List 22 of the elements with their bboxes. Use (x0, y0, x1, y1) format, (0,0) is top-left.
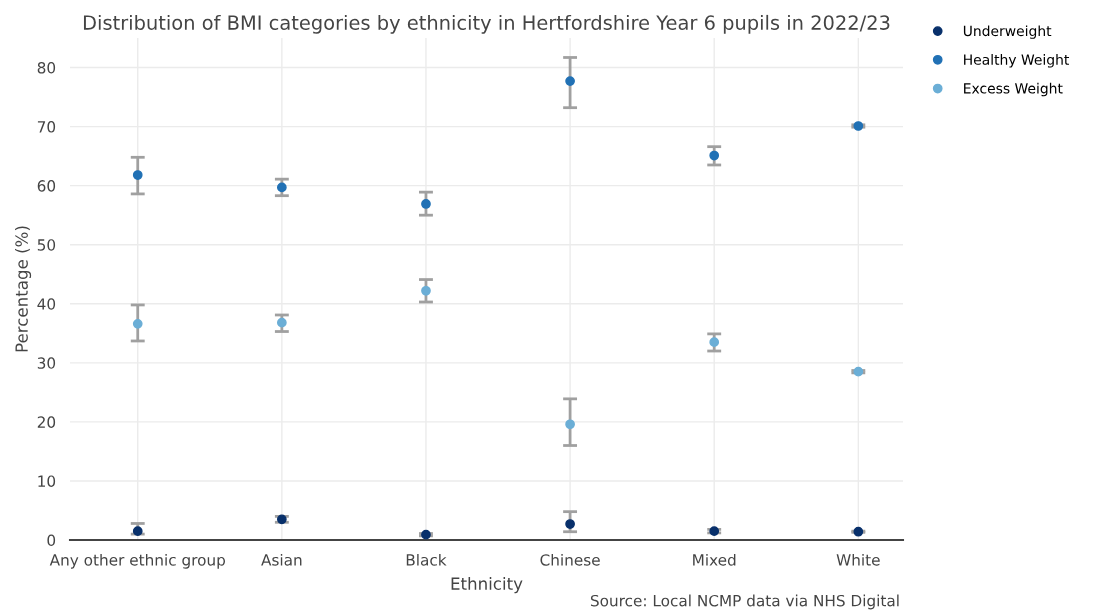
y-tick-label: 40 (37, 298, 56, 310)
legend-label: Healthy Weight (964, 54, 1070, 68)
y-axis-title: Percentage (%) (15, 226, 32, 352)
y-tick-label: 30 (37, 357, 56, 369)
y-tick-label: 10 (38, 475, 56, 487)
x-tick-label: Asian (261, 553, 302, 566)
chart-title: Distribution of BMI categories by ethnicity in Hertfordshire Year 6 pupils in 2022/23 (83, 14, 890, 34)
y-tick-label: 50 (37, 239, 56, 251)
x-tick-label: Any other ethnic group (49, 553, 226, 569)
y-tick-label: 70 (37, 121, 56, 133)
x-tick-label: Black (406, 553, 447, 566)
y-tick-label: 60 (37, 180, 56, 192)
legend-label: Underweight (963, 25, 1052, 39)
y-tick-label: 80 (37, 61, 56, 74)
legend-label: Excess Weight (964, 82, 1063, 97)
y-tick-label: 20 (37, 416, 56, 428)
x-tick-label: White (836, 553, 880, 566)
source-note: Source: Local NCMP data via NHS Digital (590, 594, 899, 610)
y-tick-label: 0 (47, 534, 56, 547)
x-axis-title: Ethnicity (451, 577, 523, 594)
x-tick-label: Chinese (540, 553, 600, 566)
x-tick-label: Mixed (693, 553, 736, 566)
